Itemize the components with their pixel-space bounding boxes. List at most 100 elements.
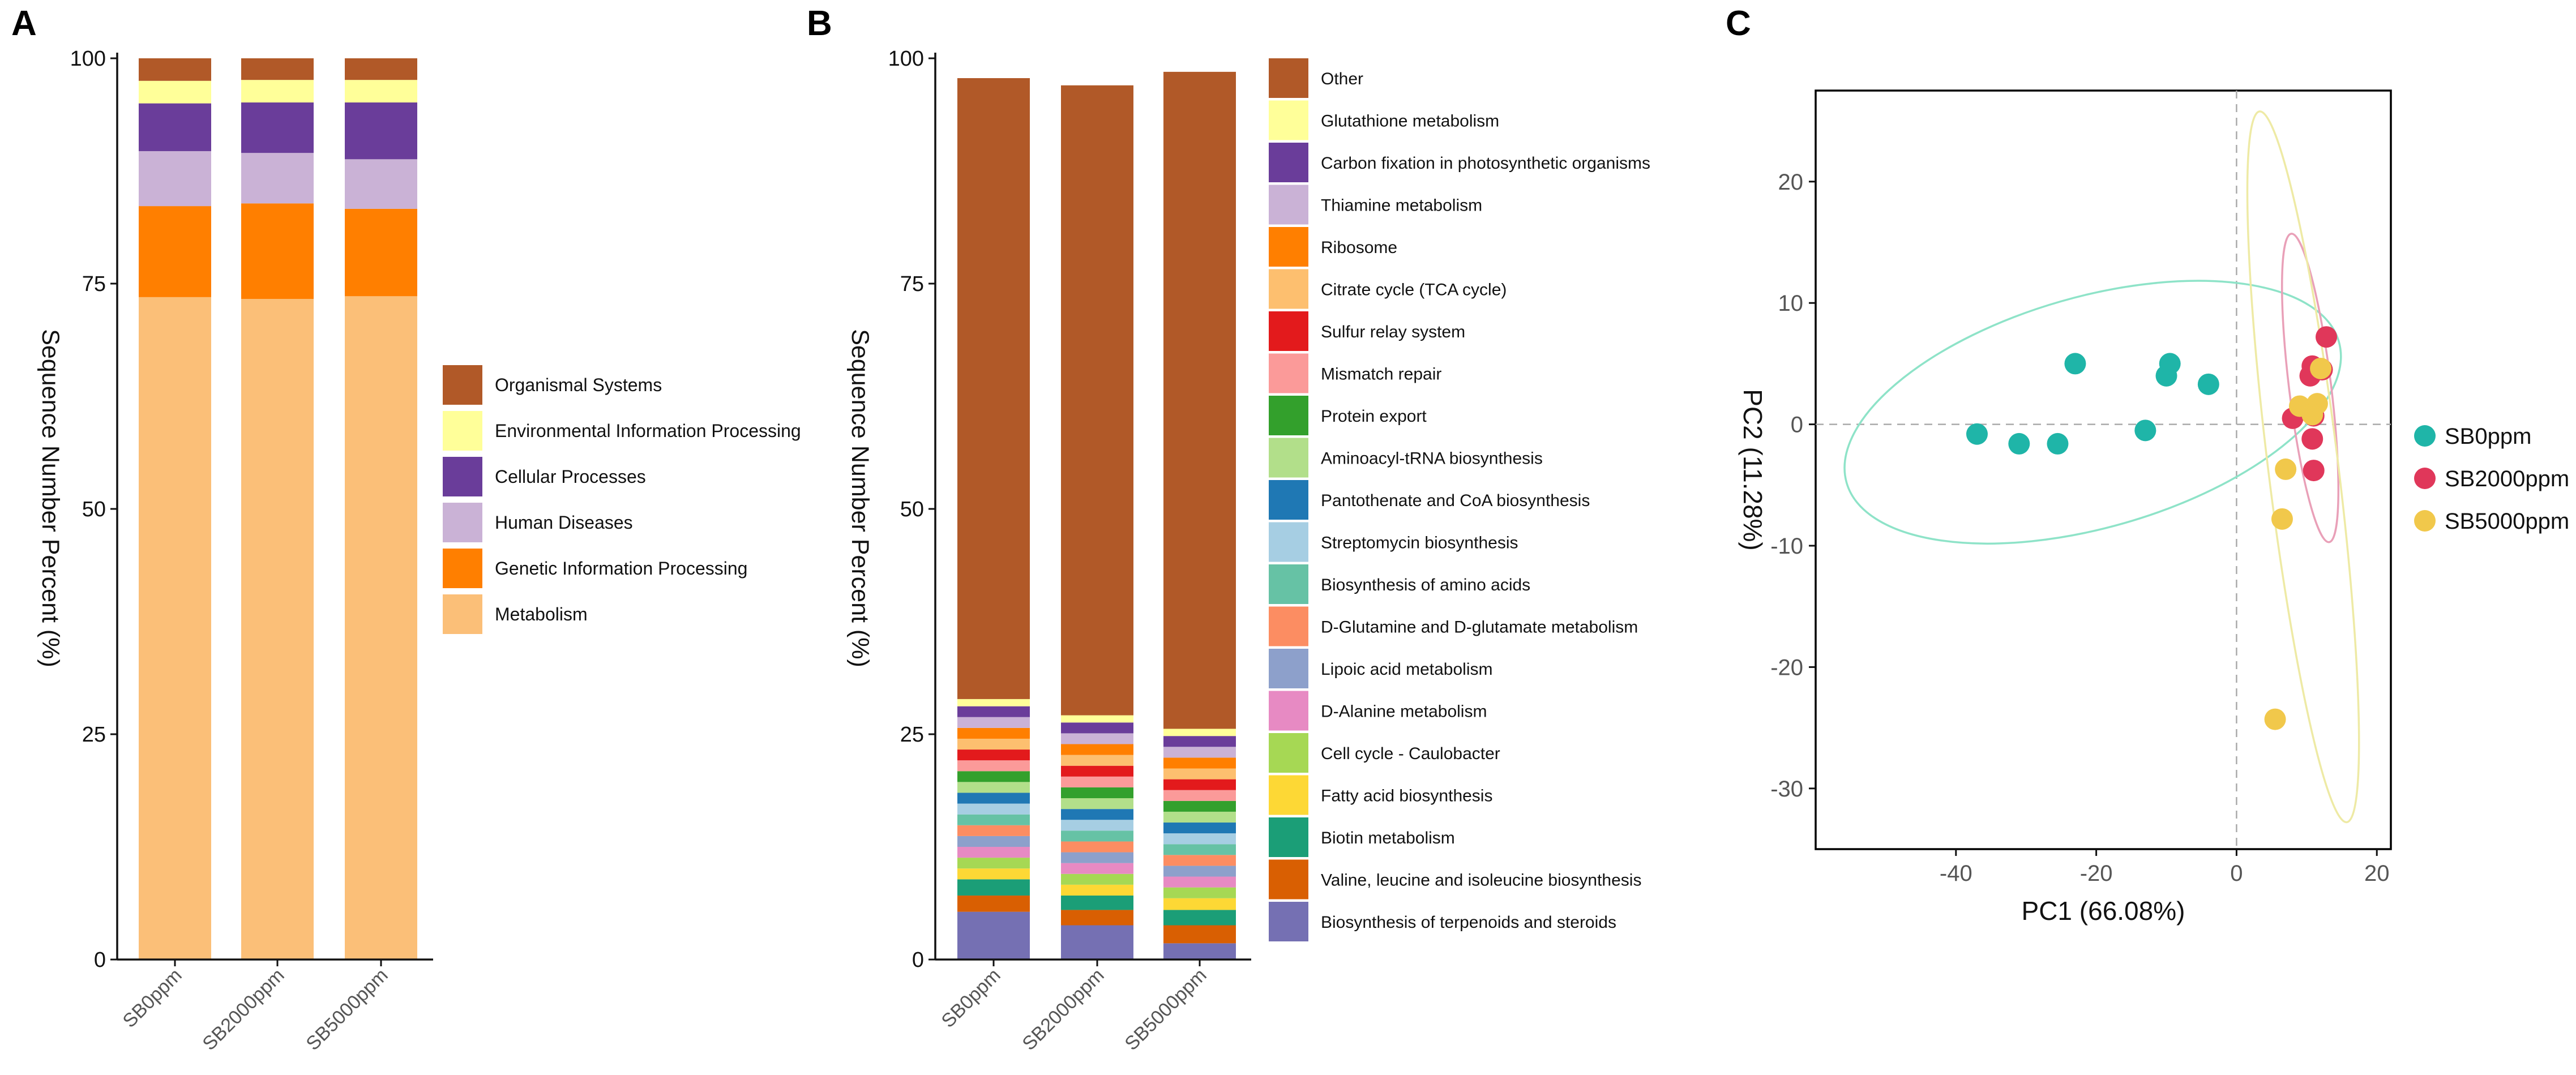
legend-label-b-mismatch-repair: Mismatch repair bbox=[1321, 365, 1441, 384]
bar-b-sb2000ppm-ribosome bbox=[1061, 744, 1133, 755]
point-sb2000ppm bbox=[2301, 428, 2323, 450]
x-tick-label-a: SB0ppm bbox=[119, 965, 186, 1032]
x-tick-label-b: SB0ppm bbox=[938, 965, 1005, 1032]
bar-b-sb5000ppm-glutathione-metabolism bbox=[1163, 729, 1236, 736]
point-sb0ppm bbox=[2008, 432, 2030, 455]
bar-a-sb2000ppm-environmental-information-processing bbox=[241, 80, 314, 103]
legend-swatch-b-biosynthesis-of-terpenoids-and-steroids bbox=[1269, 902, 1308, 941]
bar-b-sb5000ppm-protein-export bbox=[1163, 800, 1236, 812]
bar-a-sb5000ppm-environmental-information-processing bbox=[345, 80, 417, 103]
legend-label-b-thiamine-metabolism: Thiamine metabolism bbox=[1321, 196, 1482, 215]
bar-b-sb0ppm-ribosome bbox=[957, 727, 1030, 739]
bar-b-sb2000ppm-d-alanine-metabolism bbox=[1061, 863, 1133, 874]
bar-b-sb5000ppm-pantothenate-and-coa-biosynthesis bbox=[1163, 823, 1236, 834]
bar-b-sb0ppm-citrate-cycle-tca-cycle bbox=[957, 738, 1030, 750]
bar-b-sb2000ppm-lipoic-acid-metabolism bbox=[1061, 852, 1133, 863]
bar-a-sb0ppm-organismal-systems bbox=[139, 58, 211, 81]
panel-b-ylabel: Sequence Number Percent (%) bbox=[846, 329, 874, 667]
panel-b: B SB0ppm SB2000ppm SB5000ppm 0 25 50 75 100 Seq… bbox=[807, 4, 1650, 1055]
bar-a-sb2000ppm-cellular-processes bbox=[241, 102, 314, 153]
y-tick-label-c: -20 bbox=[1770, 655, 1803, 680]
x-tick-label-c: -20 bbox=[2080, 861, 2113, 886]
bar-b-sb5000ppm-d-glutamine-and-d-glutamate-metabolism bbox=[1163, 855, 1236, 866]
legend-label-sb2000ppm: SB2000ppm bbox=[2445, 466, 2569, 491]
bar-a-sb0ppm-genetic-information-processing bbox=[139, 206, 211, 297]
legend-label-b-streptomycin-biosynthesis: Streptomycin biosynthesis bbox=[1321, 534, 1518, 553]
legend-label-b-citrate-cycle-tca-cycle: Citrate cycle (TCA cycle) bbox=[1321, 281, 1507, 299]
bar-b-sb0ppm-valine-leucine-and-isoleucine-biosynthesis bbox=[957, 895, 1030, 912]
legend-swatch-b-biotin-metabolism bbox=[1269, 817, 1308, 857]
bar-b-sb0ppm-fatty-acid-biosynthesis bbox=[957, 868, 1030, 880]
y-tick-label-a: 75 bbox=[82, 272, 106, 296]
legend-label-b-cell-cycle-caulobacter: Cell cycle - Caulobacter bbox=[1321, 744, 1500, 763]
point-sb5000ppm bbox=[2301, 404, 2323, 426]
bar-b-sb0ppm-biosynthesis-of-terpenoids-and-steroids bbox=[957, 911, 1030, 960]
y-tick-label-c: 10 bbox=[1778, 291, 1804, 316]
legend-label-a-genetic-information-processing: Genetic Information Processing bbox=[495, 558, 747, 579]
bar-b-sb5000ppm-biosynthesis-of-terpenoids-and-steroids bbox=[1163, 943, 1236, 960]
legend-swatch-b-citrate-cycle-tca-cycle bbox=[1269, 269, 1308, 309]
bar-b-sb5000ppm-mismatch-repair bbox=[1163, 790, 1236, 801]
bar-a-sb5000ppm-human-diseases bbox=[345, 159, 417, 209]
x-tick-label-c: -40 bbox=[1940, 861, 1972, 886]
legend-label-b-glutathione-metabolism: Glutathione metabolism bbox=[1321, 112, 1499, 131]
bar-b-sb2000ppm-streptomycin-biosynthesis bbox=[1061, 820, 1133, 831]
bar-b-sb5000ppm-ribosome bbox=[1163, 757, 1236, 769]
legend-marker-sb5000ppm bbox=[2414, 510, 2436, 532]
y-tick-label-b: 75 bbox=[900, 272, 924, 296]
point-sb5000ppm bbox=[2271, 508, 2293, 530]
legend-swatch-b-lipoic-acid-metabolism bbox=[1269, 649, 1308, 688]
point-sb2000ppm bbox=[2303, 460, 2325, 482]
bar-b-sb0ppm-aminoacyl-trna-biosynthesis bbox=[957, 782, 1030, 793]
panel-c-plot-frame bbox=[1815, 89, 2392, 850]
bar-b-sb5000ppm-d-alanine-metabolism bbox=[1163, 876, 1236, 888]
bar-a-sb0ppm-environmental-information-processing bbox=[139, 80, 211, 104]
ellipse-sb5000ppm bbox=[2246, 110, 2360, 824]
legend-swatch-a-genetic-information-processing bbox=[443, 549, 482, 588]
bar-b-sb0ppm-other bbox=[957, 78, 1030, 699]
point-sb0ppm bbox=[2047, 432, 2069, 455]
bar-b-sb2000ppm-citrate-cycle-tca-cycle bbox=[1061, 755, 1133, 766]
bar-b-sb2000ppm-pantothenate-and-coa-biosynthesis bbox=[1061, 809, 1133, 820]
bar-b-sb2000ppm-sulfur-relay-system bbox=[1061, 765, 1133, 777]
x-tick-label-c: 0 bbox=[2230, 861, 2243, 886]
bar-b-sb0ppm-thiamine-metabolism bbox=[957, 717, 1030, 728]
legend-swatch-b-d-alanine-metabolism bbox=[1269, 691, 1308, 731]
legend-swatch-b-thiamine-metabolism bbox=[1269, 185, 1308, 225]
panel-label-c: C bbox=[1726, 4, 1751, 43]
panel-label-b: B bbox=[807, 4, 832, 43]
bar-b-sb2000ppm-protein-export bbox=[1061, 787, 1133, 799]
legend-label-b-d-alanine-metabolism: D-Alanine metabolism bbox=[1321, 703, 1487, 721]
bar-b-sb2000ppm-thiamine-metabolism bbox=[1061, 733, 1133, 744]
y-tick-label-a: 100 bbox=[70, 47, 106, 71]
legend-swatch-b-mismatch-repair bbox=[1269, 353, 1308, 393]
panel-c: C -40 -20 0 20 -30 -20 -10 0 10 20 PC1 (66.08%) P… bbox=[1726, 4, 2569, 926]
legend-swatch-a-metabolism bbox=[443, 594, 482, 634]
panel-c-plot: -40 -20 0 20 -30 -20 -10 0 10 20 bbox=[1770, 91, 2391, 886]
legend-label-b-fatty-acid-biosynthesis: Fatty acid biosynthesis bbox=[1321, 787, 1492, 806]
bar-b-sb2000ppm-glutathione-metabolism bbox=[1061, 715, 1133, 723]
legend-label-b-other: Other bbox=[1321, 70, 1363, 88]
panel-b-bars bbox=[957, 71, 1236, 960]
bar-a-sb0ppm-cellular-processes bbox=[139, 103, 211, 151]
bar-b-sb2000ppm-fatty-acid-biosynthesis bbox=[1061, 884, 1133, 896]
panel-a-bars bbox=[139, 58, 417, 960]
bar-a-sb5000ppm-organismal-systems bbox=[345, 58, 417, 80]
bar-b-sb5000ppm-carbon-fixation-in-photosynthetic-organisms bbox=[1163, 736, 1236, 747]
point-sb5000ppm bbox=[2310, 357, 2332, 379]
y-tick-label-b: 0 bbox=[912, 948, 924, 972]
bar-b-sb0ppm-sulfur-relay-system bbox=[957, 749, 1030, 761]
legend-label-b-d-glutamine-and-d-glutamate-metabolism: D-Glutamine and D-glutamate metabolism bbox=[1321, 618, 1638, 637]
y-tick-label-b: 25 bbox=[900, 723, 924, 747]
legend-label-b-carbon-fixation-in-photosynthetic-organisms: Carbon fixation in photosynthetic organi… bbox=[1321, 154, 1650, 173]
y-tick-label-a: 50 bbox=[82, 498, 106, 521]
legend-marker-sb2000ppm bbox=[2414, 468, 2436, 489]
y-tick-label-c: -10 bbox=[1770, 534, 1803, 559]
bar-b-sb0ppm-cell-cycle-caulobacter bbox=[957, 858, 1030, 869]
legend-swatch-b-aminoacyl-trna-biosynthesis bbox=[1269, 438, 1308, 478]
x-tick-label-a: SB5000ppm bbox=[302, 965, 392, 1055]
bar-b-sb0ppm-protein-export bbox=[957, 771, 1030, 782]
legend-swatch-b-sulfur-relay-system bbox=[1269, 311, 1308, 351]
bar-b-sb5000ppm-valine-leucine-and-isoleucine-biosynthesis bbox=[1163, 925, 1236, 944]
